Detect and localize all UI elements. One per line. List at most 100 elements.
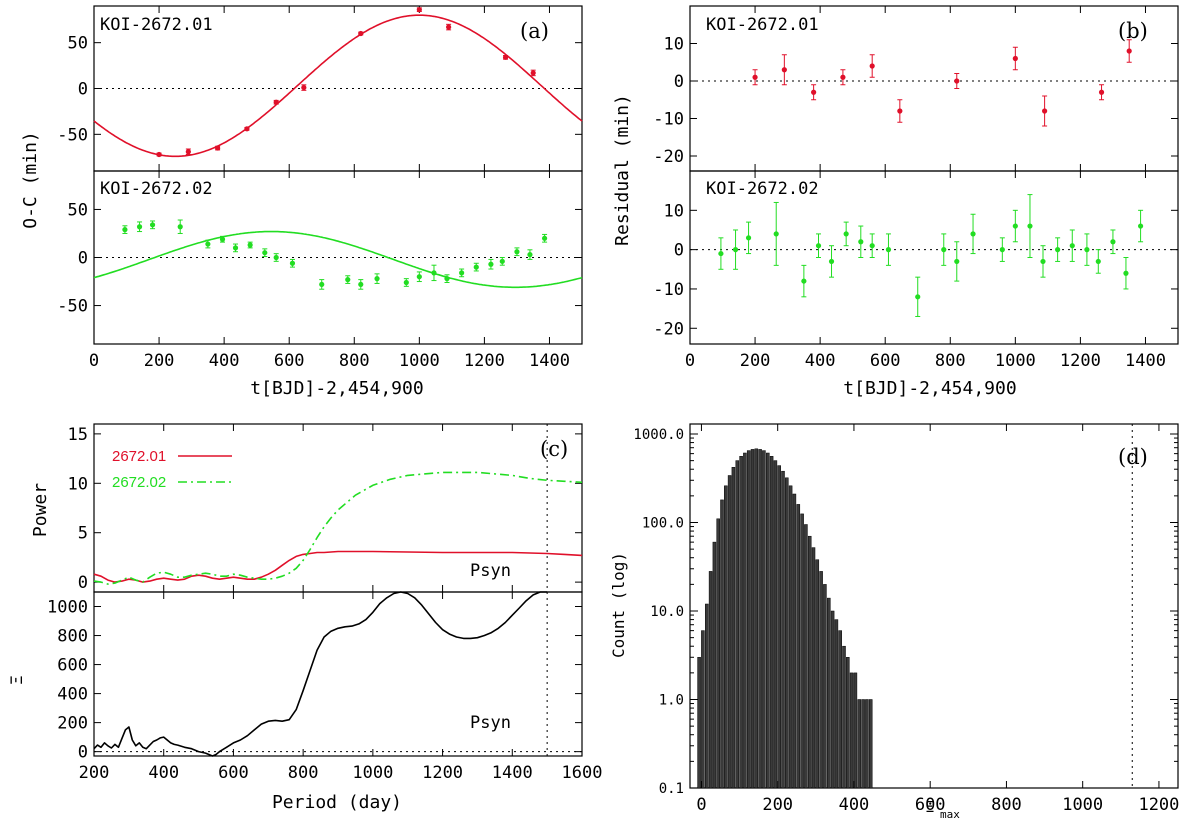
histogram-bar xyxy=(792,493,797,789)
x-tick-label: 400 xyxy=(839,795,870,815)
data-point xyxy=(446,24,452,30)
histogram-bar xyxy=(823,584,827,789)
x-tick-label: 800 xyxy=(991,795,1022,815)
series-line-Xi xyxy=(93,591,548,757)
data-point xyxy=(215,145,221,151)
histogram-bar xyxy=(731,467,736,789)
x-tick-label: 1000 xyxy=(1062,795,1103,815)
data-point xyxy=(514,249,520,255)
x-tick-label: 800 xyxy=(288,763,319,783)
x-tick-label: 1200 xyxy=(1060,351,1101,371)
histogram-bar xyxy=(830,610,835,789)
x-tick-label: 400 xyxy=(148,763,179,783)
x-tick-label: 1000 xyxy=(352,763,393,783)
x-tick-label: 0 xyxy=(89,351,99,371)
x-tick-label: 400 xyxy=(805,351,836,371)
y-tick-label: -50 xyxy=(57,125,88,145)
histogram-bar xyxy=(743,452,747,789)
histogram-bar xyxy=(777,465,781,789)
histogram-bar xyxy=(834,619,839,789)
data-point xyxy=(156,151,162,158)
histogram-bar xyxy=(800,513,804,789)
data-point xyxy=(999,247,1005,253)
histogram-bar xyxy=(773,460,778,789)
panel-c-letter: (c) xyxy=(540,437,568,461)
panel-b-bottom-plot: 0 200 400 600 800 1000 1200 1400 -20 -10 0 10 xyxy=(653,170,1179,371)
y-tick-label: 0 xyxy=(674,241,684,261)
data-point xyxy=(488,261,494,267)
data-point xyxy=(247,242,253,248)
data-point xyxy=(773,231,779,237)
y-tick-label: 10 xyxy=(664,35,684,55)
histogram-bar xyxy=(705,603,709,789)
y-tick-label: -20 xyxy=(653,319,684,339)
data-point xyxy=(1137,223,1144,229)
data-point xyxy=(1012,223,1018,229)
data-point xyxy=(541,235,548,241)
data-point xyxy=(828,258,835,265)
panel-b-xlabel: t[BJD]-2,454,900 xyxy=(843,378,1016,399)
data-point xyxy=(1123,270,1129,276)
data-point xyxy=(954,258,960,265)
histogram-bar xyxy=(865,699,869,789)
y-tick-label: 10.0 xyxy=(650,604,684,620)
data-point xyxy=(954,78,960,84)
y-tick-label: 200 xyxy=(57,714,88,734)
data-point xyxy=(915,294,921,300)
data-point xyxy=(1126,48,1132,54)
data-point xyxy=(244,126,250,132)
data-point xyxy=(885,247,892,253)
histogram-bar xyxy=(853,672,858,789)
data-point xyxy=(319,281,325,288)
histogram-bar xyxy=(827,597,831,789)
data-point xyxy=(473,264,479,270)
panel-a-bottom-label: KOI-2672.02 xyxy=(100,179,213,199)
histogram-bar xyxy=(750,449,755,789)
histogram-bar xyxy=(766,452,770,789)
plot-frame xyxy=(689,170,1179,345)
data-point xyxy=(502,54,509,60)
y-tick-label: 0 xyxy=(78,249,88,269)
histogram-bar xyxy=(758,449,762,789)
panel-b-bottom-label: KOI-2672.02 xyxy=(706,179,819,199)
histogram-bar xyxy=(868,699,873,789)
y-tick-label: -20 xyxy=(653,147,684,167)
data-point xyxy=(745,235,752,241)
series-line-2672-01 xyxy=(93,550,583,583)
x-tick-label: 1400 xyxy=(529,351,570,371)
data-point xyxy=(403,279,409,286)
y-tick-label: 1000.0 xyxy=(633,427,684,443)
x-tick-label: 1600 xyxy=(562,763,603,783)
histogram-bar xyxy=(762,450,766,789)
y-tick-label: 0 xyxy=(78,80,88,100)
histogram-bar xyxy=(788,485,793,789)
x-tick-label: 1000 xyxy=(995,351,1036,371)
x-tick-label: 1200 xyxy=(1138,795,1179,815)
x-tick-label: 200 xyxy=(740,351,771,371)
y-tick-label: 5 xyxy=(78,524,88,544)
y-tick-label: 0 xyxy=(78,743,88,763)
histogram-bar xyxy=(842,645,846,789)
data-point xyxy=(858,239,864,245)
y-tick-label: 1.0 xyxy=(659,693,684,709)
data-point xyxy=(431,270,437,276)
panel-c-top-plot: 0 5 10 15 xyxy=(68,423,583,593)
y-tick-label: 10 xyxy=(664,201,684,221)
panel-b-top-label: KOI-2672.01 xyxy=(706,15,819,35)
panel-c-legend: 2672.01 2672.02 xyxy=(112,448,232,491)
y-tick-label: 10 xyxy=(68,474,88,494)
x-tick-label: 1000 xyxy=(399,351,440,371)
x-tick-label: 600 xyxy=(218,763,249,783)
data-point xyxy=(1040,258,1046,265)
histogram-bar xyxy=(815,559,820,789)
data-point xyxy=(374,276,380,282)
data-point xyxy=(732,247,739,253)
y-tick-label: 50 xyxy=(68,200,88,220)
data-point xyxy=(1027,223,1033,229)
data-point xyxy=(232,245,239,251)
data-point xyxy=(301,84,307,91)
x-tick-label: 0 xyxy=(685,351,695,371)
x-tick-label: 800 xyxy=(339,351,370,371)
x-tick-label: 600 xyxy=(915,795,946,815)
